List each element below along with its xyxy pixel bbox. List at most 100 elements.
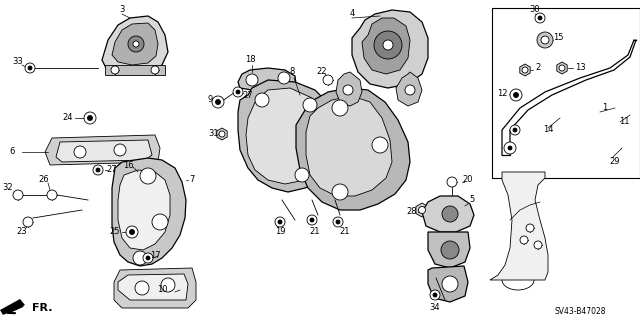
Circle shape (419, 206, 426, 213)
Text: 13: 13 (575, 63, 586, 72)
Text: 33: 33 (13, 57, 24, 66)
Polygon shape (105, 65, 165, 75)
Circle shape (146, 256, 150, 260)
Circle shape (275, 217, 285, 227)
Polygon shape (118, 274, 188, 300)
Circle shape (93, 165, 103, 175)
Circle shape (219, 131, 225, 137)
Circle shape (128, 36, 144, 52)
Polygon shape (428, 266, 468, 302)
Text: 31: 31 (209, 130, 220, 138)
Text: 1: 1 (602, 103, 607, 113)
Circle shape (236, 90, 240, 94)
Text: 22: 22 (317, 68, 327, 77)
Polygon shape (306, 96, 392, 196)
Circle shape (278, 220, 282, 224)
Text: 11: 11 (619, 117, 629, 127)
Circle shape (504, 142, 516, 154)
Circle shape (303, 98, 317, 112)
Polygon shape (56, 140, 152, 162)
Text: 3: 3 (119, 5, 125, 14)
Polygon shape (416, 203, 428, 217)
Circle shape (537, 32, 553, 48)
Circle shape (332, 184, 348, 200)
Circle shape (133, 251, 147, 265)
Circle shape (559, 65, 565, 71)
Text: 32: 32 (3, 183, 13, 192)
Text: SV43-B47028: SV43-B47028 (554, 308, 605, 316)
Text: 21: 21 (310, 227, 320, 236)
Text: 18: 18 (244, 56, 255, 64)
Circle shape (133, 41, 139, 47)
Circle shape (374, 31, 402, 59)
Polygon shape (520, 64, 530, 76)
Circle shape (336, 220, 340, 224)
Polygon shape (422, 196, 474, 232)
Polygon shape (0, 299, 25, 315)
Polygon shape (112, 158, 186, 266)
Polygon shape (336, 72, 362, 106)
Circle shape (508, 146, 512, 150)
Circle shape (151, 66, 159, 74)
Polygon shape (352, 10, 428, 88)
Polygon shape (396, 72, 422, 106)
Polygon shape (246, 88, 330, 184)
Polygon shape (362, 18, 410, 74)
Circle shape (447, 177, 457, 187)
Polygon shape (238, 68, 296, 92)
Circle shape (520, 236, 528, 244)
Text: 5: 5 (469, 196, 475, 204)
Circle shape (140, 168, 156, 184)
Text: FR.: FR. (32, 303, 52, 313)
Circle shape (47, 190, 57, 200)
Circle shape (216, 100, 221, 105)
Circle shape (433, 293, 437, 297)
Text: 16: 16 (123, 160, 133, 169)
Polygon shape (112, 23, 158, 65)
Circle shape (114, 144, 126, 156)
Text: 6: 6 (10, 147, 15, 157)
Polygon shape (428, 232, 470, 268)
Circle shape (526, 224, 534, 232)
Text: 26: 26 (38, 175, 49, 184)
Circle shape (88, 115, 93, 121)
Circle shape (535, 13, 545, 23)
Text: 30: 30 (530, 5, 540, 14)
Polygon shape (118, 170, 170, 250)
Circle shape (510, 89, 522, 101)
Circle shape (295, 168, 309, 182)
Polygon shape (490, 172, 548, 280)
Circle shape (522, 67, 528, 73)
Circle shape (430, 290, 440, 300)
Circle shape (307, 215, 317, 225)
Circle shape (442, 276, 458, 292)
Circle shape (538, 16, 542, 20)
Circle shape (323, 75, 333, 85)
Text: 8: 8 (289, 68, 294, 77)
Circle shape (442, 206, 458, 222)
Text: 14: 14 (543, 125, 553, 135)
Circle shape (333, 217, 343, 227)
Text: 34: 34 (429, 303, 440, 313)
Circle shape (25, 63, 35, 73)
Circle shape (510, 125, 520, 135)
Circle shape (13, 190, 23, 200)
Circle shape (246, 74, 258, 86)
Circle shape (152, 214, 168, 230)
Polygon shape (238, 80, 342, 192)
Polygon shape (296, 88, 410, 210)
Text: 2: 2 (536, 63, 541, 72)
Text: 7: 7 (189, 175, 195, 184)
Text: 27: 27 (107, 166, 117, 174)
Circle shape (332, 100, 348, 116)
Circle shape (278, 72, 290, 84)
Circle shape (126, 226, 138, 238)
Text: 19: 19 (275, 227, 285, 236)
Text: 10: 10 (157, 286, 167, 294)
Text: 21: 21 (340, 227, 350, 236)
Circle shape (161, 278, 175, 292)
Circle shape (129, 229, 134, 234)
Circle shape (310, 218, 314, 222)
Text: 20: 20 (463, 175, 473, 184)
Circle shape (143, 253, 153, 263)
